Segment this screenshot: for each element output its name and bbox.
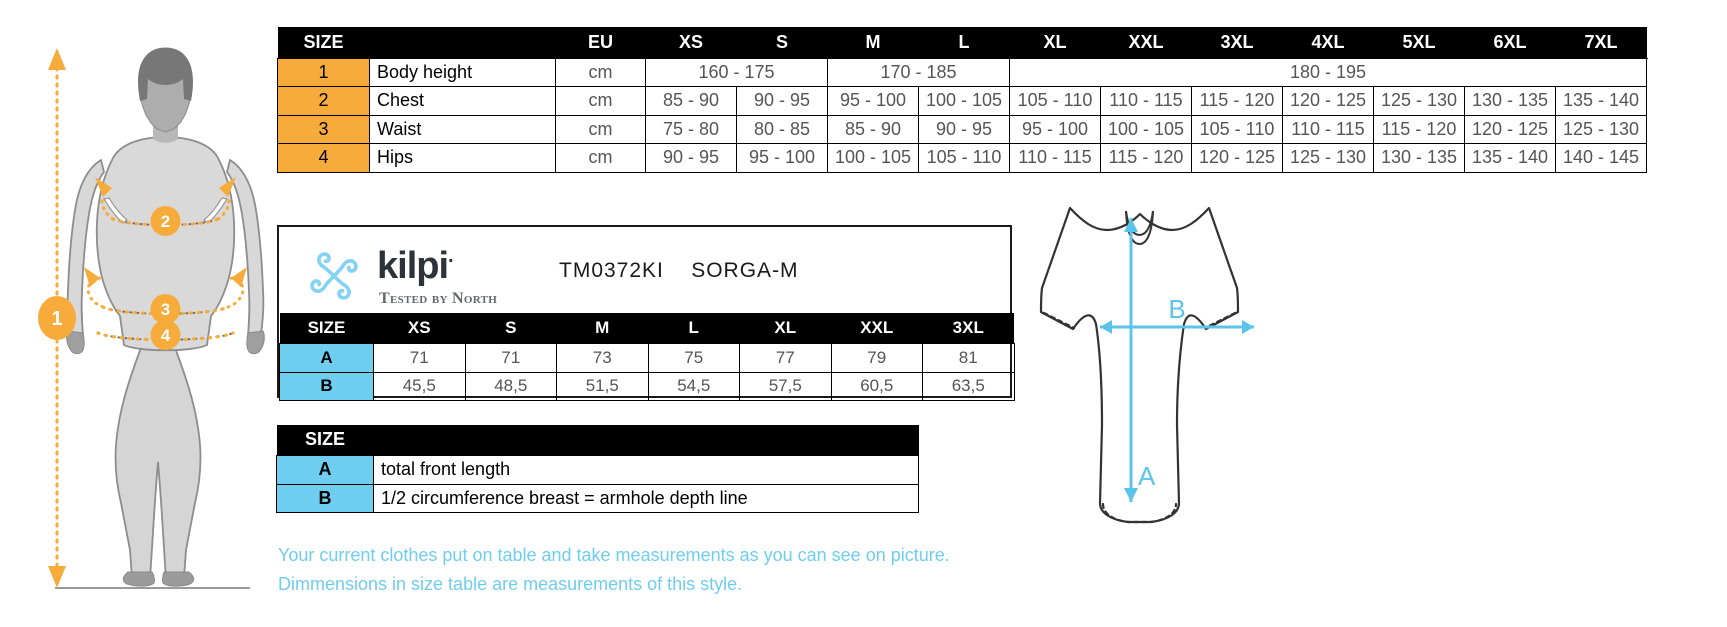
svg-text:A: A <box>1138 461 1156 491</box>
svg-text:B: B <box>1168 294 1185 324</box>
svg-text:2: 2 <box>161 212 170 231</box>
svg-text:4: 4 <box>161 326 171 345</box>
svg-text:1: 1 <box>51 308 62 330</box>
svg-text:3: 3 <box>161 300 170 319</box>
